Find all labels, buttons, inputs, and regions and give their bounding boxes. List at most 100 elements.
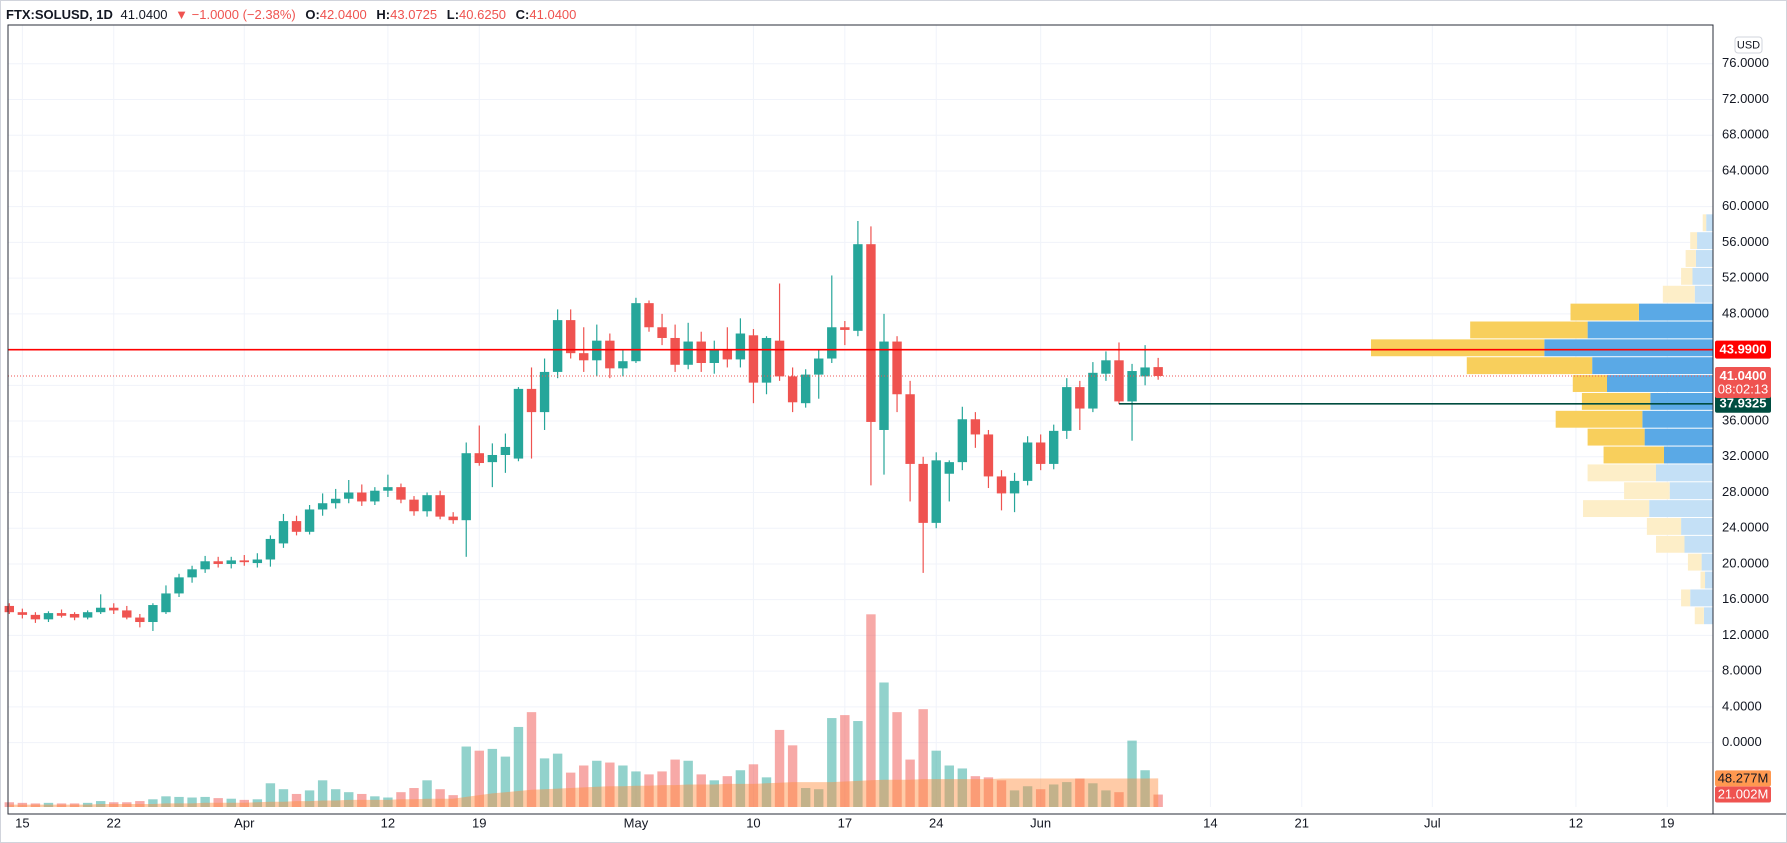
- profile-up: [1681, 518, 1713, 535]
- candle-body: [252, 559, 263, 564]
- candle-body: [605, 340, 615, 369]
- y-tick-label: 32.0000: [1722, 448, 1769, 463]
- volume-bar: [996, 780, 1007, 807]
- volume-bar: [239, 799, 249, 807]
- candle-body: [644, 303, 654, 328]
- candle-body: [109, 607, 119, 611]
- volume-bar: [383, 797, 393, 807]
- volume-bar: [344, 792, 354, 807]
- y-tick-label: 36.0000: [1722, 412, 1769, 427]
- volume-bar: [213, 798, 223, 807]
- candle-body: [1062, 387, 1072, 431]
- volume-bar: [330, 789, 341, 807]
- volume-bar: [631, 771, 641, 807]
- volume-bar: [474, 750, 484, 807]
- volume-bar: [879, 682, 889, 807]
- volume-bar: [892, 712, 902, 807]
- candle-body: [931, 460, 941, 523]
- candle-body: [135, 617, 145, 623]
- candle-body: [1075, 387, 1085, 409]
- profile-down: [1624, 482, 1670, 500]
- candle-body: [1009, 480, 1020, 494]
- volume-ma-area: [9, 778, 1159, 807]
- volume-bar: [317, 780, 328, 807]
- candle-body: [226, 560, 236, 564]
- price-label: 43.9900: [1720, 342, 1767, 357]
- candle-body: [565, 320, 576, 354]
- volume-bar: [735, 770, 746, 807]
- last-value: 41.0400: [121, 7, 168, 22]
- profile-down: [1685, 250, 1696, 267]
- candle-body: [905, 394, 915, 464]
- candle-body: [918, 463, 928, 523]
- profile-down: [1470, 321, 1588, 339]
- volume-bar: [526, 712, 537, 807]
- y-tick-label: 4.0000: [1722, 698, 1762, 713]
- candle-body: [487, 454, 498, 463]
- profile-up: [1656, 464, 1713, 482]
- candle-body: [1022, 442, 1033, 481]
- y-tick-label: 56.0000: [1722, 234, 1769, 249]
- ohlc-key: O:: [305, 7, 319, 22]
- volume-bar: [565, 772, 576, 807]
- candle-body: [709, 349, 719, 363]
- volume-bar: [304, 790, 315, 807]
- volume-bar: [122, 802, 132, 807]
- candle-body: [461, 453, 471, 521]
- volume-bar: [461, 746, 471, 807]
- volume-bar: [174, 796, 184, 807]
- candle-body: [43, 613, 54, 620]
- candle-body: [957, 419, 968, 463]
- candle-body: [1140, 367, 1150, 377]
- change: ▼ −1.0000 (−2.38%): [175, 7, 296, 22]
- candle-body: [1049, 430, 1059, 464]
- volume-bar: [853, 721, 863, 807]
- volume-ma-label-box: [1715, 770, 1771, 787]
- ohlc-key: C:: [516, 7, 530, 22]
- ohlc-value: 40.6250: [459, 7, 506, 22]
- candle-body: [396, 487, 406, 500]
- volume-bar: [513, 726, 524, 807]
- volume-bar: [618, 765, 628, 807]
- volume-bar: [200, 796, 210, 807]
- volume-bar: [1088, 783, 1098, 807]
- candle-body: [122, 610, 132, 618]
- volume-bar: [4, 802, 15, 807]
- profile-up: [1701, 553, 1713, 571]
- candle-body: [278, 521, 289, 544]
- volume-ma-label: 48.277M: [1718, 770, 1769, 785]
- candle-body: [56, 613, 67, 616]
- candle-body: [840, 327, 850, 330]
- volume-bar: [265, 783, 276, 807]
- candle-body: [526, 388, 537, 413]
- volume-bar: [1075, 778, 1085, 807]
- profile-up: [1694, 285, 1713, 303]
- candle-body: [370, 490, 380, 502]
- candle-body: [513, 388, 524, 459]
- ohlc-key: H:: [376, 7, 390, 22]
- volume-bar: [448, 795, 458, 807]
- volume-bar: [1101, 790, 1111, 807]
- profile-down: [1555, 410, 1643, 428]
- volume-bar: [278, 789, 289, 807]
- profile-up: [1690, 589, 1713, 607]
- ohlc-value: 41.0400: [529, 7, 576, 22]
- x-tick-label: 15: [15, 815, 29, 830]
- candle-body: [866, 244, 876, 422]
- volume-bar: [82, 802, 93, 807]
- currency-box[interactable]: [1734, 36, 1763, 54]
- volume-bar: [787, 745, 798, 807]
- x-tick-label: 19: [1660, 815, 1674, 830]
- volume-bar: [579, 765, 589, 807]
- last-price-label: 41.0400: [1720, 368, 1767, 383]
- candle-body: [983, 434, 994, 477]
- profile-down: [1466, 357, 1593, 375]
- volume-label-box: [1715, 786, 1771, 803]
- currency[interactable]: USD: [1737, 39, 1760, 51]
- volume-bar: [683, 760, 693, 807]
- candle-body: [148, 605, 158, 623]
- y-tick-label: 28.0000: [1722, 484, 1769, 499]
- volume-bar: [1009, 790, 1020, 807]
- candle-body: [683, 341, 693, 365]
